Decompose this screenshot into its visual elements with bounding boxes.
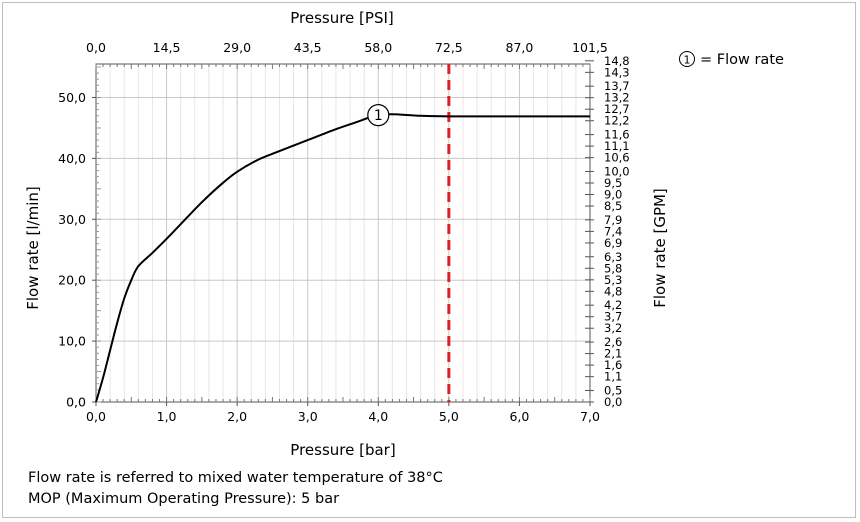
- y-tick-label: 30,0: [58, 212, 86, 227]
- y-right-tick-label: 0,0: [604, 395, 622, 409]
- x-top-tick-label: 14,5: [153, 40, 181, 55]
- y-tick-label: 10,0: [58, 334, 86, 349]
- flow-rate-curve: [95, 113, 590, 403]
- y-right-tick-label: 5,8: [604, 261, 622, 275]
- y-right-axis-title: Flow rate [GPM]: [651, 188, 669, 308]
- series-marker-circle: [367, 104, 390, 127]
- y-right-tick-label: 10,0: [604, 164, 630, 178]
- y-right-tick-label: 2,1: [604, 347, 622, 361]
- y-right-tick-label: 3,2: [604, 321, 622, 335]
- y-right-tick-label: 2,6: [604, 335, 622, 349]
- x-tick-label: 0,0: [86, 409, 106, 424]
- x-top-tick-label: 29,0: [223, 40, 251, 55]
- x-tick-label: 6,0: [509, 409, 529, 424]
- y-right-tick-label: 7,4: [604, 224, 622, 238]
- y-right-tick-label: 9,0: [604, 188, 622, 202]
- x-top-tick-label: 43,5: [294, 40, 322, 55]
- y-right-tick-label: 14,3: [604, 65, 630, 79]
- x-top-tick-label: 0,0: [86, 40, 106, 55]
- y-tick-label: 20,0: [58, 273, 86, 288]
- legend-marker-circle: [679, 51, 695, 67]
- y-right-tick-label: 4,8: [604, 284, 622, 298]
- y-right-tick-label: 6,9: [604, 236, 622, 250]
- y-right-tick-label: 14,8: [604, 54, 630, 68]
- y-right-tick-label: 1,6: [604, 358, 622, 372]
- legend-text: = Flow rate: [700, 52, 784, 68]
- y-right-tick-label: 8,5: [604, 199, 622, 213]
- legend: 1 = Flow rate: [679, 51, 784, 68]
- tick-labels: 0,0 1,0 2,0 3,0 4,0 5,0 6,0 7,0 0,0 14,5 29,0 43,5 5…: [58, 40, 629, 424]
- x-tick-label: 1,0: [157, 409, 177, 424]
- x-top-axis-title: Pressure [PSI]: [290, 9, 394, 27]
- y-right-tick-label: 13,2: [604, 91, 630, 105]
- y-right-tick-label: 9,5: [604, 176, 622, 190]
- y-right-tick-label: 11,6: [604, 128, 630, 142]
- y-right-tick-label: 6,3: [604, 250, 622, 264]
- x-top-tick-label: 87,0: [506, 40, 534, 55]
- y-right-tick-label: 12,7: [604, 102, 630, 116]
- x-axis-title: Pressure [bar]: [290, 441, 395, 459]
- y-right-tick-label: 5,3: [604, 273, 622, 287]
- note-mop: MOP (Maximum Operating Pressure): 5 bar: [28, 491, 340, 507]
- x-tick-label: 3,0: [298, 409, 318, 424]
- grid: [95, 64, 591, 402]
- series-marker: 1: [367, 104, 390, 127]
- x-tick-label: 4,0: [368, 409, 388, 424]
- y-right-tick-label: 7,9: [604, 213, 622, 227]
- y-right-tick-label: 3,7: [604, 310, 622, 324]
- x-tick-label: 7,0: [580, 409, 600, 424]
- y-right-tick-label: 11,1: [604, 139, 630, 153]
- y-tick-label: 40,0: [58, 151, 86, 166]
- x-top-tick-label: 72,5: [435, 40, 463, 55]
- y-right-tick-label: 4,2: [604, 298, 622, 312]
- ticks: [92, 60, 594, 406]
- legend-marker-label: 1: [684, 54, 691, 67]
- plot-area-border: [95, 63, 591, 403]
- y-right-tick-label: 0,5: [604, 383, 622, 397]
- y-right-tick-label: 13,7: [604, 79, 630, 93]
- y-tick-label: 0,0: [66, 395, 86, 410]
- x-top-tick-label: 101,5: [572, 40, 608, 55]
- y-axis-title: Flow rate [l/min]: [24, 186, 42, 309]
- y-right-tick-label: 12,2: [604, 114, 630, 128]
- y-right-tick-label: 1,1: [604, 370, 622, 384]
- note-temperature: Flow rate is referred to mixed water tem…: [28, 470, 443, 486]
- x-tick-label: 5,0: [439, 409, 459, 424]
- x-top-tick-label: 58,0: [364, 40, 392, 55]
- y-right-tick-label: 10,6: [604, 151, 630, 165]
- x-tick-label: 2,0: [227, 409, 247, 424]
- series-marker-label: 1: [374, 108, 383, 124]
- y-tick-label: 50,0: [58, 90, 86, 105]
